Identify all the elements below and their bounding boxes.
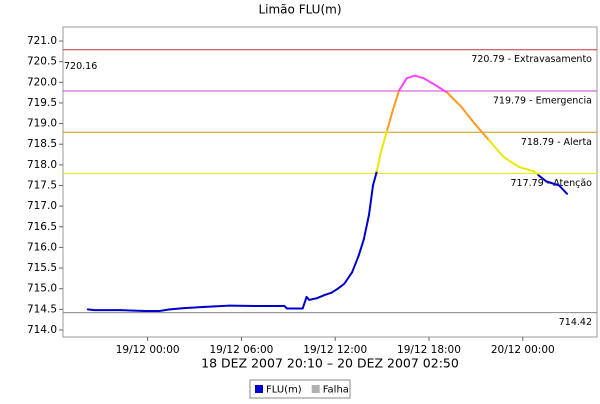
data-line-segment [170, 308, 184, 309]
y-tick-label: 717.0 [27, 200, 57, 212]
legend-swatch [255, 385, 263, 393]
threshold-label: 719.79 - Emergencia [493, 95, 592, 106]
x-tick-label: 19/12 00:00 [116, 344, 180, 356]
y-tick-label: 715.0 [27, 283, 57, 295]
legend-swatch [312, 385, 320, 393]
chart-title: Limão FLU(m) [258, 3, 341, 17]
y-tick-label: 717.5 [27, 180, 57, 192]
y-tick-label: 714.5 [27, 303, 57, 315]
legend-label: Falha [323, 385, 349, 396]
x-axis-label: 18 DEZ 2007 20:10 – 20 DEZ 2007 02:50 [201, 356, 459, 371]
x-tick-label: 19/12 18:00 [397, 344, 461, 356]
legend-label: FLU(m) [266, 385, 302, 396]
y-tick-label: 714.0 [27, 324, 57, 336]
x-tick-label: 19/12 06:00 [210, 344, 274, 356]
threshold-label: 720.79 - Extravasamento [471, 54, 592, 65]
data-line-segment [120, 310, 145, 311]
y-tick-label: 719.5 [27, 97, 57, 109]
data-line-segment [205, 306, 230, 307]
data-line-segment [184, 307, 205, 308]
x-tick-label: 20/12 00:00 [491, 344, 555, 356]
y-tick-label: 720.5 [27, 56, 57, 68]
x-tick-label: 19/12 12:00 [303, 344, 367, 356]
y-tick-label: 720.0 [27, 76, 57, 88]
y-tick-label: 718.0 [27, 159, 57, 171]
min-line-label: 714.42 [559, 317, 592, 328]
max-label: 720.16 [64, 61, 97, 72]
y-tick-label: 721.0 [27, 35, 57, 47]
y-tick-label: 715.5 [27, 262, 57, 274]
threshold-label: 718.79 - Alerta [521, 137, 592, 148]
y-tick-label: 716.0 [27, 241, 57, 253]
y-tick-label: 716.5 [27, 221, 57, 233]
y-tick-label: 719.0 [27, 118, 57, 130]
y-tick-label: 718.5 [27, 138, 57, 150]
